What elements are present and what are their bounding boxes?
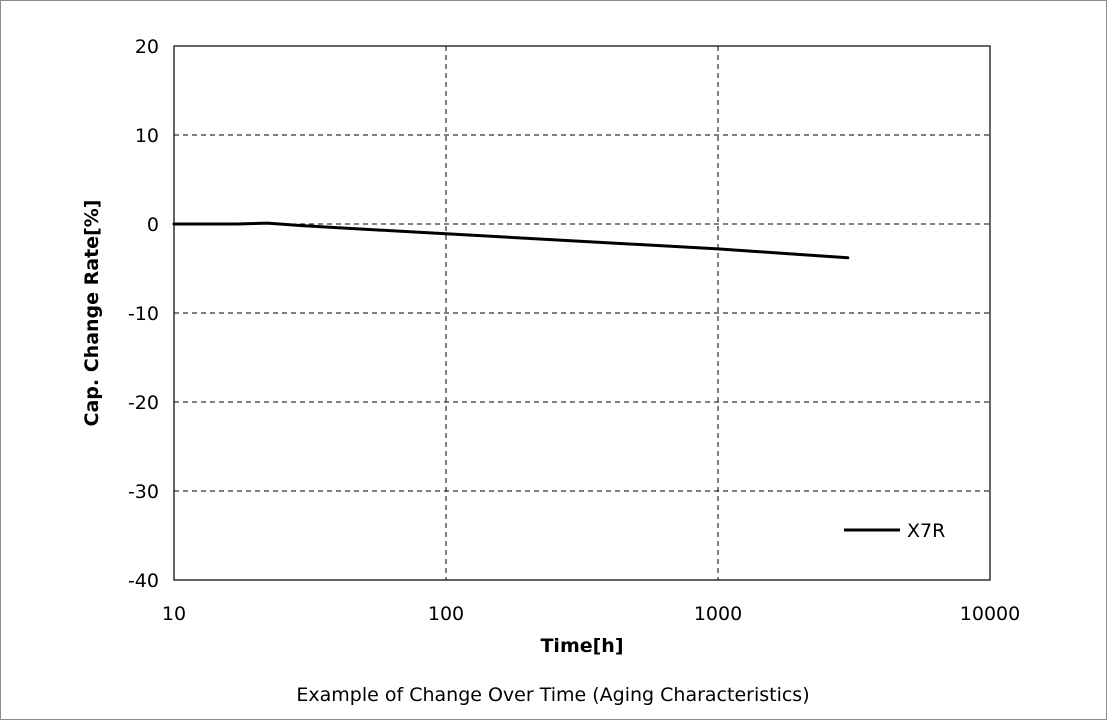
series-lines xyxy=(172,221,850,260)
series-line-x7r xyxy=(172,221,850,260)
y-tick-label: 10 xyxy=(135,125,159,147)
x-tick-label: 1000 xyxy=(694,603,742,625)
y-tick-label: 0 xyxy=(147,214,159,236)
x-axis-label: Time[h] xyxy=(540,635,623,657)
y-tick-label: -10 xyxy=(128,303,159,325)
legend: X7R xyxy=(844,520,945,542)
legend-label-x7r: X7R xyxy=(907,520,945,542)
x-tick-label: 10 xyxy=(162,603,186,625)
x-tick-label: 10000 xyxy=(960,603,1020,625)
y-axis-label: Cap. Change Rate[%] xyxy=(81,200,103,427)
x-tick-label: 100 xyxy=(428,603,464,625)
y-tick-label: -20 xyxy=(128,392,159,414)
y-tick-label: -30 xyxy=(128,481,159,503)
plot-area-border xyxy=(173,45,991,581)
grid-lines xyxy=(174,46,990,580)
y-tick-label: 20 xyxy=(135,36,159,58)
chart-caption: Example of Change Over Time (Aging Chara… xyxy=(296,684,809,706)
y-tick-label: -40 xyxy=(128,570,159,592)
